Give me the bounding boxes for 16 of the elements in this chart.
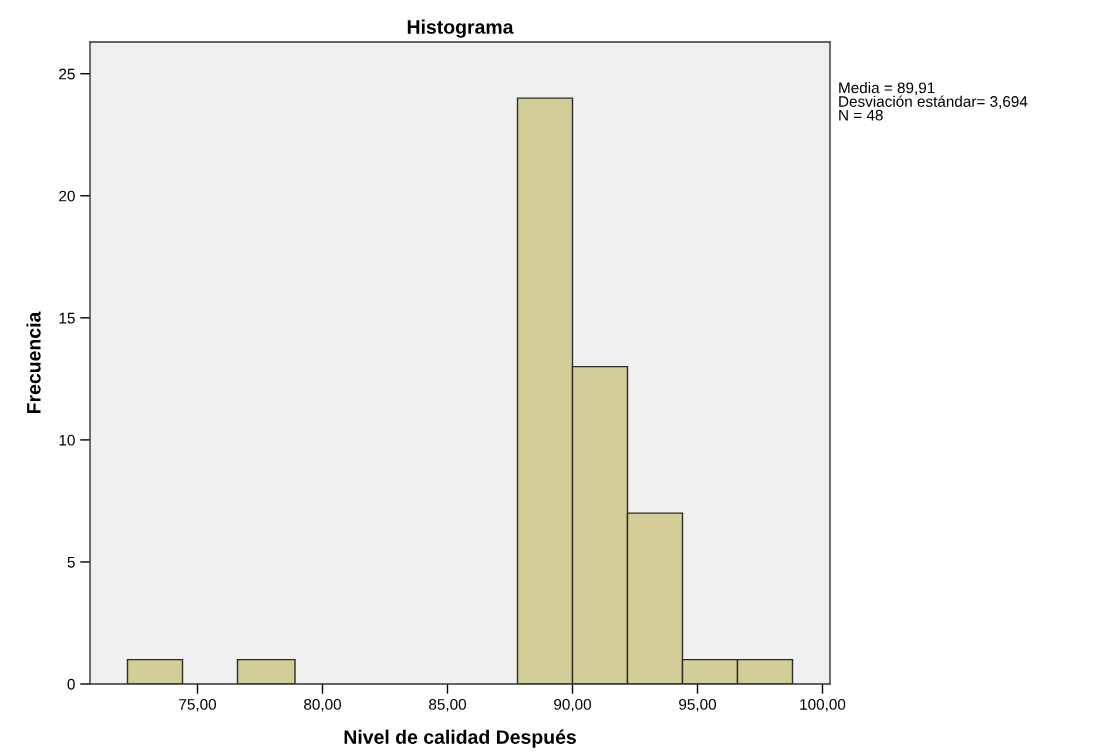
y-tick-label: 5 — [67, 556, 75, 568]
y-tick-label: 15 — [59, 312, 75, 324]
y-axis-title: Frecuencia — [26, 311, 41, 414]
x-tick-label: 95,00 — [679, 698, 717, 712]
y-tick-label: 10 — [59, 434, 75, 446]
y-tick-label: 0 — [67, 678, 75, 690]
x-tick-label: 90,00 — [554, 698, 592, 712]
x-tick-label: 75,00 — [179, 698, 217, 712]
x-axis-title: Nivel de calidad Después — [344, 729, 576, 748]
x-tick-label: 85,00 — [429, 698, 467, 712]
text: Media = 89,91 Desviación estándar= 3,694 N = 48 — [839, 82, 1028, 121]
y-tick-label: 20 — [59, 190, 75, 202]
y-tick-label: 25 — [59, 68, 75, 80]
x-tick-label: 100,00 — [800, 698, 846, 712]
x-tick-label: 80,00 — [304, 698, 342, 712]
chart-title: Histograma — [407, 19, 514, 38]
